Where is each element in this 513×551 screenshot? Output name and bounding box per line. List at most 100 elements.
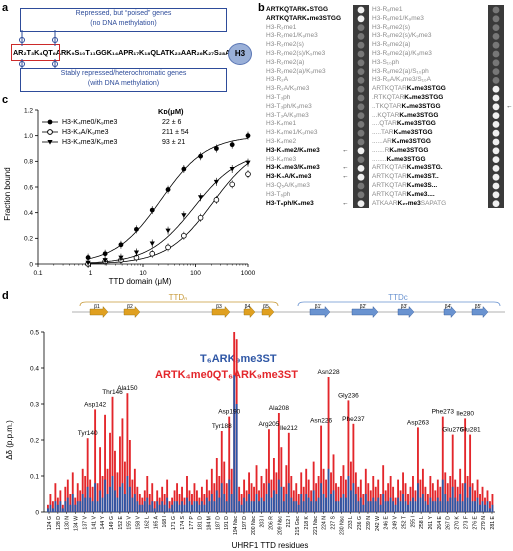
bar-red [49, 494, 52, 512]
bar-red [441, 416, 444, 512]
peptide-right-prefix: .....TAR [372, 129, 394, 137]
d-x-tick-label: 212 I [286, 516, 292, 528]
blot-spot [357, 59, 365, 67]
peak-label: Asp142 [84, 401, 106, 408]
peptide-left-15: H3-K₄me2 [266, 138, 297, 145]
legend-label: H3-K₄me3/K₉me3 [62, 139, 118, 146]
blot-spot [492, 173, 500, 181]
peptide-right-16: .......RK₉me3STGG [372, 147, 428, 155]
bar-red [287, 432, 290, 512]
bar-red [325, 479, 327, 512]
data-point [102, 251, 108, 257]
bar-red [166, 479, 169, 512]
panel-label-a: a [2, 2, 9, 14]
bar-blue [181, 501, 183, 512]
nmr-shift-chart: TTDₙ TTDᴄ β1 β2 β3 β4 β5 β1' β2' β3' β4' β5' Δδ (p.… [5, 293, 505, 550]
peptide-right-22: ATKAARK₂₇me3SAPATG [372, 200, 446, 208]
bar-blue [446, 501, 449, 512]
d-x-tick-label: 144 Y [100, 515, 106, 529]
bar-blue [111, 476, 114, 512]
bar-blue [307, 497, 310, 512]
peptide-left-5: H3-R₂me2(s)/K₉me3 [266, 50, 326, 57]
bar-red [220, 431, 223, 512]
d-x-tick-label: 206 R [269, 516, 275, 530]
ttdn-label: TTDₙ [169, 293, 188, 302]
bar-blue [404, 501, 407, 512]
bar-blue [69, 504, 72, 512]
beta-strand-n [211, 305, 231, 319]
bar-red [136, 486, 139, 512]
data-point [198, 153, 203, 159]
peptide-right-8: H3-R₈A/K₉me3/S₁₀A [372, 76, 431, 84]
d-x-tick-label: 149 G [109, 516, 115, 530]
bar-red [66, 479, 69, 512]
bar-red [312, 461, 315, 512]
bar-blue [146, 497, 149, 512]
peptide-right-prefix: H3-R₈A/K₉me3/S₁₀A [372, 76, 431, 84]
peptide-left-9: H3-R₂A/K₉me3 [266, 85, 310, 93]
bar-red [238, 486, 241, 512]
peak-label: Ile212 [280, 425, 298, 432]
bar-red [161, 486, 164, 512]
peptide-left-10: H3-T₃ph [266, 94, 291, 101]
bar-red [131, 479, 134, 512]
d-x-tick-label: 124 G [47, 516, 53, 530]
d-x-tick-label: 252 T [401, 515, 407, 529]
bar-red [205, 479, 208, 512]
peak-label: Tyr188 [212, 423, 232, 430]
d-x-tick-label: 168 I [162, 516, 168, 528]
bar-blue [208, 501, 211, 512]
blot-spot [357, 85, 365, 93]
bar-red [335, 483, 337, 512]
bar-red [342, 465, 345, 512]
peptide-left-20: H3-Q₅A/K₉me3 [266, 182, 310, 189]
bar-blue [104, 479, 106, 512]
bar-blue [464, 483, 467, 512]
data-point [165, 187, 171, 192]
heterochromatic-note-2: (with DNA methylation) [87, 80, 160, 87]
bar-blue [469, 486, 472, 512]
bar-blue [114, 490, 116, 512]
bar-red [404, 483, 407, 512]
bar-blue [94, 483, 97, 512]
blot-spot [492, 6, 500, 14]
bar-red [466, 476, 469, 512]
bar-blue [372, 497, 375, 512]
peptide-right-kme3: K₉me3STG. [406, 164, 443, 172]
bar-red [265, 468, 268, 512]
peptide-right-suffix: SAPATG [420, 199, 447, 207]
bar-blue [136, 501, 139, 512]
bar-blue [268, 483, 270, 512]
legend-kd: 22 ± 6 [162, 119, 182, 126]
beta-strand-n [243, 305, 256, 319]
data-point [245, 133, 251, 139]
d-x-tick-label: 258 L [419, 516, 425, 529]
data-point [149, 207, 155, 213]
d-x-tick-label: 230 Nsc [339, 516, 345, 535]
bar-blue [382, 494, 385, 512]
peptide-right-prefix: H3-R₈me2(a)/S₁₀ph [372, 67, 429, 75]
blot-spot [492, 112, 500, 119]
c-y-tick-label: 1.0 [24, 133, 33, 140]
d-x-tick-label: 137 V [82, 515, 88, 529]
binding-curve-chart: Fraction bound TTD domain (μM) Kᴅ(μM) 0.… [3, 107, 255, 286]
bar-blue [61, 508, 64, 512]
c-kd-header: Kᴅ(μM) [158, 107, 184, 116]
bar-red [76, 483, 79, 512]
bar-blue [337, 501, 340, 512]
bar-red [489, 501, 491, 512]
peptide-left-3: H3-R₂me1/K₉me3 [266, 32, 318, 40]
bar-red [218, 476, 221, 512]
peak-label: Gly236 [338, 392, 359, 399]
bar-red [374, 486, 377, 512]
bar-blue [248, 494, 251, 512]
bar-red [449, 476, 452, 512]
blot-spot [357, 191, 365, 199]
blot-spot [492, 200, 500, 208]
bar-blue [387, 501, 390, 512]
blot-spot [357, 94, 365, 102]
bar-blue [479, 504, 481, 512]
data-point [149, 250, 156, 257]
bar-red [464, 418, 467, 512]
blot-spot [357, 182, 365, 190]
